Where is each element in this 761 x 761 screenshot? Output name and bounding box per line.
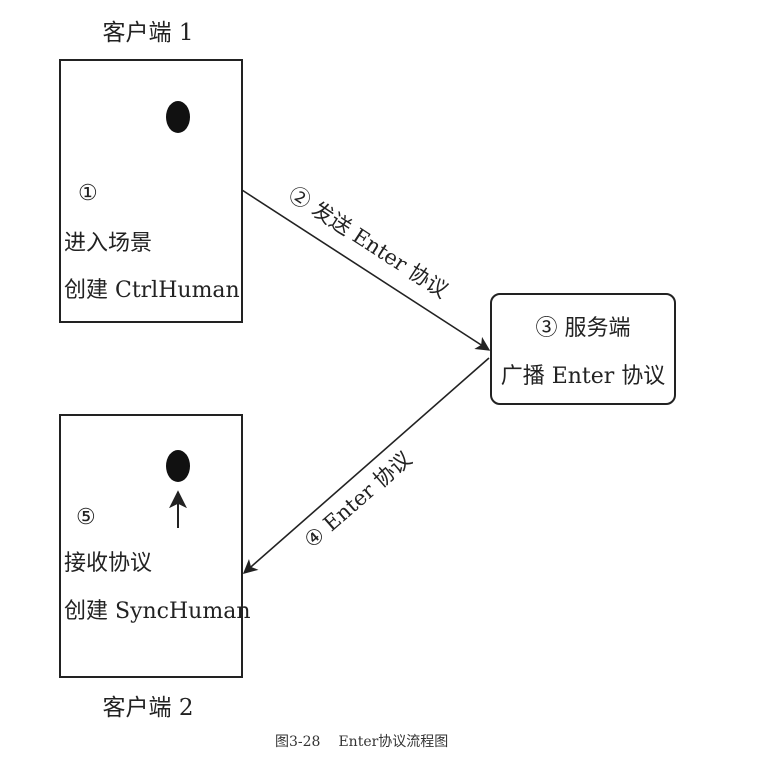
client2-title: 客户端 2 bbox=[103, 695, 194, 721]
server-broadcast-label: 广播 Enter 协议 bbox=[501, 364, 666, 389]
figure-title: Enter协议流程图 bbox=[338, 734, 448, 750]
server-box bbox=[490, 293, 676, 405]
broadcast-arrow bbox=[242, 357, 490, 574]
client1-step-number: ① bbox=[78, 181, 98, 206]
client1-box bbox=[59, 59, 243, 323]
client2-create-label: 创建 SyncHuman bbox=[64, 599, 251, 624]
client1-action-label: 进入场景 bbox=[64, 231, 152, 256]
client2-box bbox=[59, 414, 243, 678]
send-arrow-label: ② 发送 Enter 协议 bbox=[284, 182, 452, 303]
broadcast-arrow-label: ④ Enter 协议 bbox=[300, 447, 417, 553]
client2-action-label: 接收协议 bbox=[64, 551, 152, 576]
client1-object-dot bbox=[166, 101, 190, 133]
client1-create-label: 创建 CtrlHuman bbox=[64, 278, 240, 303]
client2-object-dot bbox=[166, 450, 190, 482]
client2-step-number: ⑤ bbox=[76, 505, 96, 530]
figure-caption: 图3-28 Enter协议流程图 bbox=[275, 734, 448, 750]
server-title: ③ 服务端 bbox=[536, 316, 631, 341]
figure-number: 图3-28 bbox=[275, 734, 320, 750]
send-arrow bbox=[241, 189, 491, 351]
client1-title: 客户端 1 bbox=[103, 20, 194, 46]
